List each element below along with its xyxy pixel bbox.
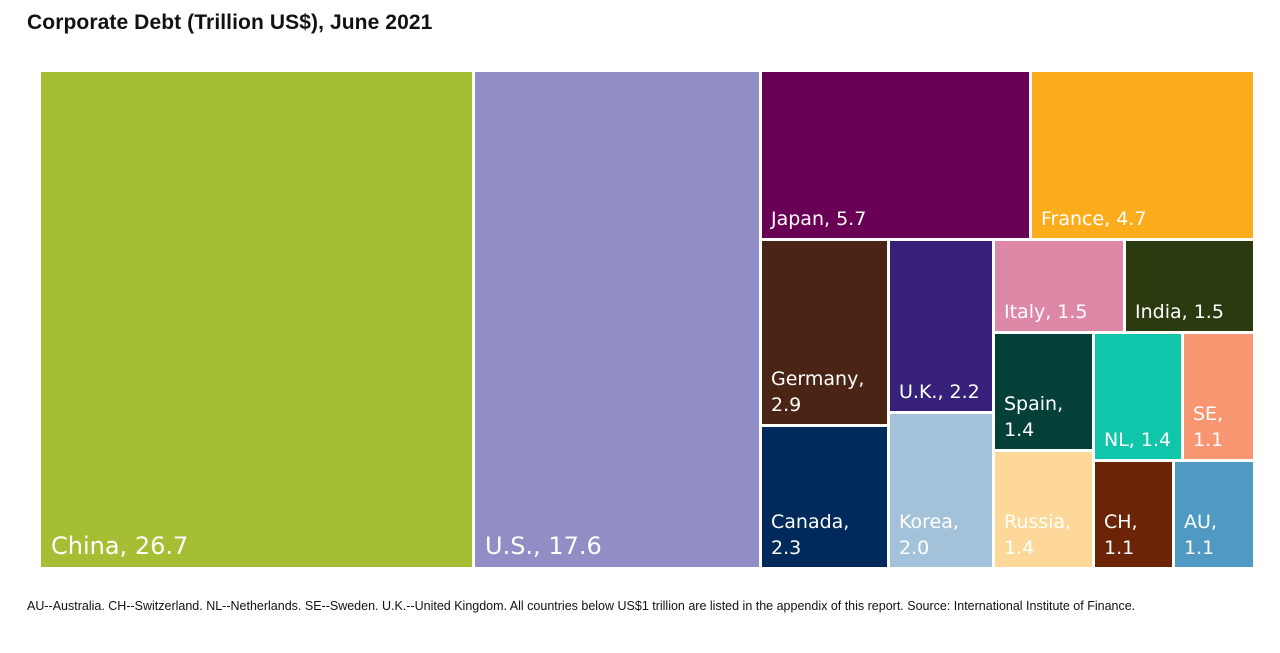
treemap-tile-au: AU, 1.1 [1175,462,1253,567]
treemap-tile-russia: Russia, 1.4 [995,452,1092,567]
treemap-tile-canada: Canada, 2.3 [762,427,887,567]
treemap-label-spain: Spain, 1.4 [1004,393,1064,441]
treemap-chart: China, 26.7 U.S., 17.6 Japan, 5.7 France, 4… [41,72,1253,567]
footnote: AU--Australia. CH--Switzerland. NL--Neth… [27,599,1136,613]
treemap-label-china: China, 26.7 [51,532,189,560]
treemap-label-italy: Italy, 1.5 [1004,301,1088,323]
treemap-label-france: France, 4.7 [1041,208,1147,230]
treemap-tile-u-k: U.K., 2.2 [890,241,992,411]
treemap-label-u-s: U.S., 17.6 [485,532,602,560]
treemap-tile-japan: Japan, 5.7 [762,72,1029,238]
treemap-tile-nl: NL, 1.4 [1095,334,1181,459]
treemap-tile-spain: Spain, 1.4 [995,334,1092,449]
treemap-tile-germany: Germany, 2.9 [762,241,887,424]
treemap-tile-china: China, 26.7 [41,72,472,567]
treemap-label-au: AU, 1.1 [1184,511,1217,559]
treemap-tile-france: France, 4.7 [1032,72,1253,238]
chart-title: Corporate Debt (Trillion US$), June 2021 [27,11,433,34]
treemap-label-u-k: U.K., 2.2 [899,381,980,403]
treemap-label-japan: Japan, 5.7 [771,208,867,230]
treemap-tile-ch: CH, 1.1 [1095,462,1172,567]
treemap-tile-korea: Korea, 2.0 [890,414,992,567]
treemap-label-korea: Korea, 2.0 [899,511,959,559]
treemap-label-se: SE, 1.1 [1193,403,1224,451]
treemap-label-india: India, 1.5 [1135,301,1224,323]
treemap-tile-italy: Italy, 1.5 [995,241,1123,331]
treemap-tile-india: India, 1.5 [1126,241,1253,331]
treemap-label-canada: Canada, 2.3 [771,511,850,559]
treemap-tile-u-s: U.S., 17.6 [475,72,759,567]
treemap-label-nl: NL, 1.4 [1104,429,1172,451]
treemap-label-ch: CH, 1.1 [1104,511,1138,559]
treemap-label-russia: Russia, 1.4 [1004,511,1072,559]
treemap-label-germany: Germany, 2.9 [771,368,865,416]
treemap-tile-se: SE, 1.1 [1184,334,1253,459]
